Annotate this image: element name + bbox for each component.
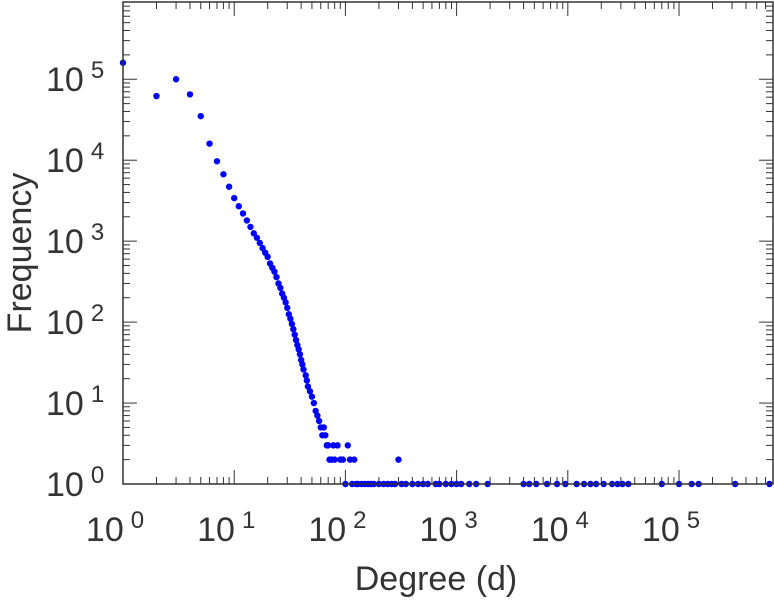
data-point <box>273 273 280 281</box>
data-point <box>288 320 296 328</box>
data-point <box>250 230 257 237</box>
data-point <box>302 372 309 379</box>
data-point <box>253 234 261 241</box>
x-tick-label: 10 4 <box>531 507 589 549</box>
data-point <box>291 331 298 338</box>
data-point <box>264 253 271 261</box>
y-tick-label: 10 2 <box>46 300 104 342</box>
data-point <box>314 412 321 419</box>
data-point <box>213 158 221 165</box>
data-point <box>235 203 243 210</box>
data-point <box>287 315 294 322</box>
data-point <box>153 92 160 100</box>
data-point <box>284 304 291 312</box>
x-axis-label: Degree (d) <box>355 560 518 598</box>
data-point <box>315 417 323 425</box>
data-point <box>299 361 306 368</box>
data-point <box>308 393 316 400</box>
data-point <box>243 217 251 224</box>
x-tick-label: 10 3 <box>420 507 478 549</box>
y-tick-label: 10 5 <box>46 57 104 99</box>
data-point <box>206 140 213 147</box>
data-point <box>220 171 227 178</box>
data-point <box>324 442 332 449</box>
x-tick-label: 10 0 <box>86 507 144 549</box>
data-point <box>225 183 233 190</box>
data-point <box>351 456 358 463</box>
x-tick-label: 10 5 <box>642 507 700 549</box>
data-point <box>239 210 247 217</box>
data-point <box>256 239 264 247</box>
x-tick-label: 10 2 <box>308 507 366 549</box>
data-point <box>306 388 314 395</box>
data-point <box>339 456 347 463</box>
data-point <box>290 325 297 333</box>
data-point <box>247 223 254 231</box>
data-point <box>320 424 328 431</box>
plot-frame <box>122 1 774 485</box>
data-point <box>282 299 289 306</box>
data-point <box>271 268 278 275</box>
data-point <box>296 351 304 358</box>
y-axis-label: Frequency <box>1 173 39 334</box>
x-tick-labels: 10 0 10 1 10 2 10 3 10 4 10 5 <box>86 507 700 549</box>
y-tick-label: 10 0 <box>46 462 104 504</box>
y-tick-label: 10 3 <box>46 219 104 261</box>
data-point <box>322 432 329 439</box>
data-point <box>295 346 302 353</box>
y-tick-label: 10 4 <box>46 138 104 180</box>
data-point <box>197 112 204 120</box>
data-point <box>231 194 238 202</box>
axis-ticks <box>122 1 774 485</box>
data-point <box>300 366 307 373</box>
data-point <box>292 336 300 344</box>
data-point <box>186 91 194 98</box>
y-tick-label: 10 1 <box>46 381 104 423</box>
data-point <box>331 456 338 463</box>
data-point <box>172 76 180 83</box>
data-point <box>344 442 351 449</box>
data-point <box>310 399 318 407</box>
data-point <box>395 456 402 463</box>
data-point <box>277 284 284 292</box>
data-point <box>303 377 311 384</box>
data-point <box>334 442 341 449</box>
x-tick-label: 10 1 <box>197 507 255 549</box>
data-points <box>119 59 773 488</box>
